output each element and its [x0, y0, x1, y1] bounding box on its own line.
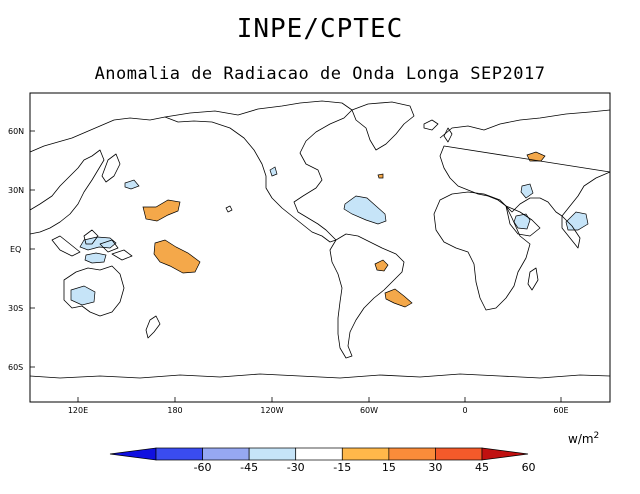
anomaly-north-pacific — [124, 179, 140, 190]
coast-australia — [63, 265, 125, 317]
lat-label-eq: EQ — [10, 245, 21, 254]
lon-label-120e: 120E — [68, 406, 88, 415]
coast-africa — [433, 191, 531, 311]
colorbar-tick-label: -45 — [240, 461, 258, 474]
coast-east-asia — [29, 116, 166, 235]
coast-madagascar — [527, 267, 539, 291]
colorbar-segment — [295, 447, 343, 461]
colorbar-segment — [202, 447, 250, 461]
anomaly-brazil — [374, 259, 389, 272]
colorbar: -60 -45 -30 -15 15 30 45 60 — [109, 447, 536, 474]
anomaly-maritime-continent — [79, 236, 117, 251]
negative-anomalies — [70, 166, 589, 306]
colorbar-tick-label: 60 — [522, 461, 536, 474]
anomaly-west-pacific-north — [142, 199, 181, 222]
coastlines — [29, 100, 611, 379]
colorbar-tick-label: 45 — [475, 461, 489, 474]
coast-antarctica — [29, 373, 611, 379]
map-frame — [29, 92, 611, 403]
lon-label-0: 0 — [462, 406, 467, 415]
anomaly-caribbean — [343, 195, 387, 225]
lat-label-30n: 30N — [8, 186, 24, 195]
lat-label-60s: 60S — [8, 363, 23, 372]
colorbar-tick-label: 15 — [382, 461, 396, 474]
coast-greenland — [351, 101, 415, 151]
colorbar-tick-label: -15 — [333, 461, 351, 474]
coast-south-america — [329, 233, 405, 359]
colorbar-units: w/m2 — [568, 431, 599, 446]
map-subtitle: Anomalia de Radiacao de Onda Longa SEP20… — [94, 64, 546, 84]
anomaly-us-coast — [269, 166, 278, 177]
latitude-labels: 60N 30N EQ 30S 60S — [8, 127, 24, 372]
anomaly-south-atlantic — [384, 288, 413, 308]
colorbar-segment — [341, 447, 390, 461]
anomaly-australia — [70, 285, 96, 306]
colorbar-segment — [155, 447, 203, 461]
map-title: INPE/CPTEC — [236, 14, 404, 44]
lon-label-60w: 60W — [360, 406, 378, 415]
coast-eurasia — [439, 109, 611, 217]
coast-arabia — [505, 205, 541, 237]
colorbar-segment — [388, 447, 436, 461]
colorbar-segment — [248, 447, 297, 461]
lon-label-180: 180 — [167, 406, 182, 415]
lon-label-120w: 120W — [260, 406, 283, 415]
coast-new-zealand — [145, 315, 161, 339]
coast-uk — [443, 127, 453, 143]
coast-japan — [101, 153, 121, 183]
coast-india — [561, 215, 581, 249]
colorbar-segment — [435, 447, 483, 461]
colorbar-tick-label: 30 — [428, 461, 442, 474]
longitude-labels: 120E 180 120W 60W 0 60E — [68, 406, 569, 415]
coast-indonesia — [51, 229, 133, 261]
anomaly-west-pacific-south — [153, 239, 201, 274]
lat-label-30s: 30S — [8, 304, 23, 313]
colorbar-segment-high — [481, 447, 529, 461]
lat-label-60n: 60N — [8, 127, 24, 136]
coast-north-america — [164, 100, 353, 243]
colorbar-tick-label: -60 — [194, 461, 212, 474]
anomaly-borneo — [84, 252, 107, 264]
anomaly-atlantic-north — [377, 173, 384, 179]
units-base: w/m — [568, 432, 594, 446]
anomaly-russia — [526, 151, 546, 162]
units-exponent: 2 — [593, 431, 600, 441]
lon-label-60e: 60E — [553, 406, 568, 415]
colorbar-tick-label: -30 — [287, 461, 305, 474]
map-background — [30, 93, 610, 402]
colorbar-segment-low — [109, 447, 157, 461]
axis-ticks — [30, 130, 562, 402]
positive-anomalies — [142, 151, 546, 308]
anomaly-central-asia — [520, 183, 534, 199]
coast-hawaii — [225, 205, 233, 213]
coast-iceland — [423, 119, 439, 131]
